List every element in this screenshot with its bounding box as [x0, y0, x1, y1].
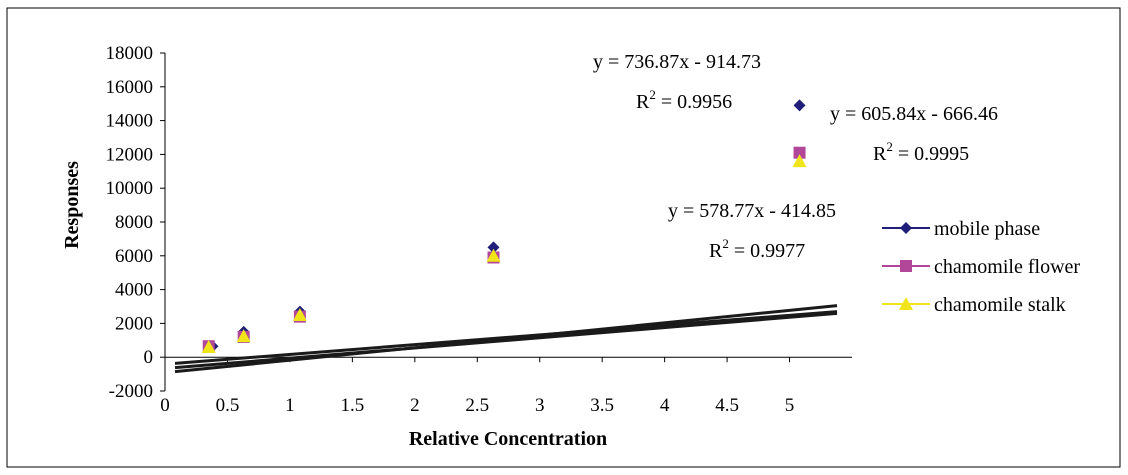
data-point-triangle [292, 307, 307, 321]
x-tick-label: 3.5 [590, 395, 614, 416]
y-tick-label: 8000 [115, 212, 153, 233]
r-squared-text: R2 = 0.9995 [873, 139, 969, 165]
x-tick-label: 1 [285, 395, 295, 416]
y-tick-label: 10000 [106, 178, 154, 199]
equation-chamomile-stalk: y = 578.77x - 414.85 R2 = 0.9977 [668, 200, 836, 262]
equation-mobile-phase: y = 736.87x - 914.73 R2 = 0.9956 [593, 51, 761, 113]
x-tick-label: 2 [410, 395, 420, 416]
legend-triangle-marker [899, 297, 913, 310]
r-squared-text: R2 = 0.9956 [636, 87, 732, 113]
x-tick-label: 3 [535, 395, 545, 416]
y-tick-label: 4000 [115, 280, 153, 301]
y-tick-label: 2000 [115, 313, 153, 334]
data-point-triangle [236, 329, 251, 343]
y-tick-label: 14000 [106, 111, 154, 132]
data-point-triangle [792, 154, 807, 168]
legend-label: chamomile stalk [934, 294, 1066, 316]
x-axis-title: Relative Concentration [409, 428, 607, 450]
y-tick-label: -2000 [109, 381, 153, 402]
x-tick-label: 0.5 [216, 395, 240, 416]
r-squared-text: R2 = 0.9977 [709, 236, 805, 262]
y-tick-label: 6000 [115, 246, 153, 267]
equation-text: y = 578.77x - 414.85 [668, 200, 836, 222]
legend-label: chamomile flower [934, 256, 1080, 278]
x-tick-label: 1.5 [340, 395, 364, 416]
x-tick-label: 0 [160, 395, 170, 416]
legend-square-marker [900, 260, 912, 272]
data-points [201, 99, 807, 354]
y-axis-title: Responses [61, 161, 83, 249]
y-tick-label: 16000 [106, 77, 154, 98]
trendlines [174, 304, 838, 374]
legend-diamond-marker [900, 222, 912, 234]
axes: -2000 0 2000 4000 6000 8000 10000 12000 14000 160… [106, 43, 852, 416]
chart-border [6, 7, 1121, 468]
data-point-square [793, 146, 806, 159]
x-tick-label: 5 [785, 395, 795, 416]
x-tick-label: 4.5 [715, 395, 739, 416]
x-tick-label: 4 [660, 395, 670, 416]
legend-label: mobile phase [934, 218, 1040, 240]
equation-text: y = 736.87x - 914.73 [593, 51, 761, 73]
trendline [174, 310, 838, 365]
legend-item-chamomile-flower: chamomile flower [882, 256, 1080, 278]
legend-item-chamomile-stalk: chamomile stalk [882, 294, 1066, 316]
y-tick-label: 18000 [106, 43, 154, 64]
data-point-diamond [487, 241, 500, 254]
data-point-triangle [486, 248, 501, 262]
data-point-diamond [793, 99, 806, 112]
trendline [174, 311, 838, 370]
y-tick-label: 12000 [106, 144, 154, 165]
equation-text: y = 605.84x - 666.46 [830, 103, 998, 125]
legend-item-mobile-phase: mobile phase [882, 218, 1040, 240]
legend: mobile phase chamomile flower chamomile … [882, 218, 1080, 316]
x-tick-label: 2.5 [465, 395, 489, 416]
data-point-triangle [201, 340, 216, 354]
y-tick-label: 0 [144, 347, 154, 368]
equation-chamomile-flower: y = 605.84x - 666.46 R2 = 0.9995 [830, 103, 998, 165]
